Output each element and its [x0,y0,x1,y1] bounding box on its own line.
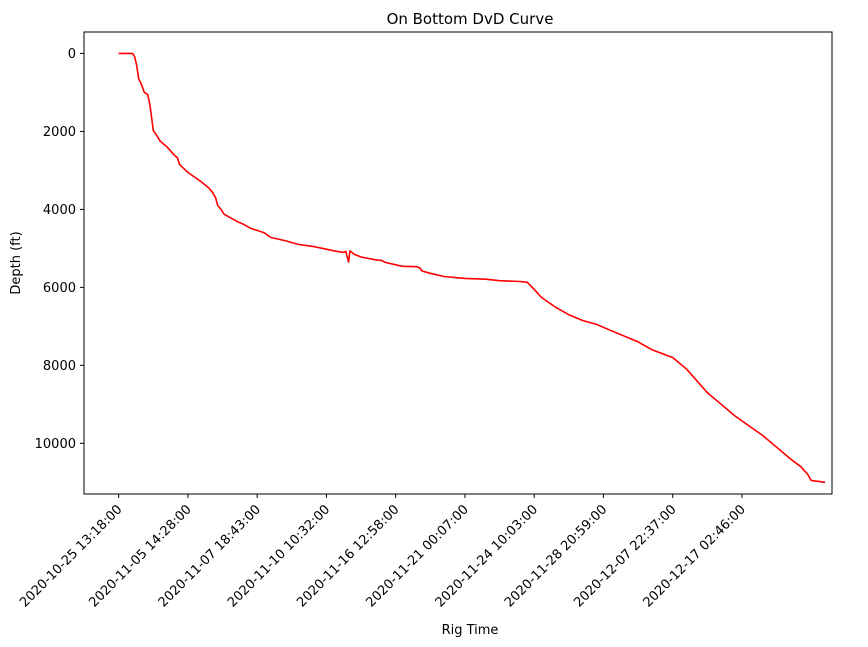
x-axis-label: Rig Time [442,623,499,638]
y-axis-label: Depth (ft) [9,231,24,294]
y-tick-label: 8000 [43,359,76,374]
y-tick-label: 6000 [43,281,76,296]
plot-frame [83,31,833,495]
chart-title: On Bottom DvD Curve [387,10,554,28]
series-line-0 [118,52,826,484]
y-tick-label: 10000 [35,437,76,452]
y-tick-label: 2000 [43,125,76,140]
y-tick-label: 4000 [43,203,76,218]
y-tick-label: 0 [68,47,76,62]
